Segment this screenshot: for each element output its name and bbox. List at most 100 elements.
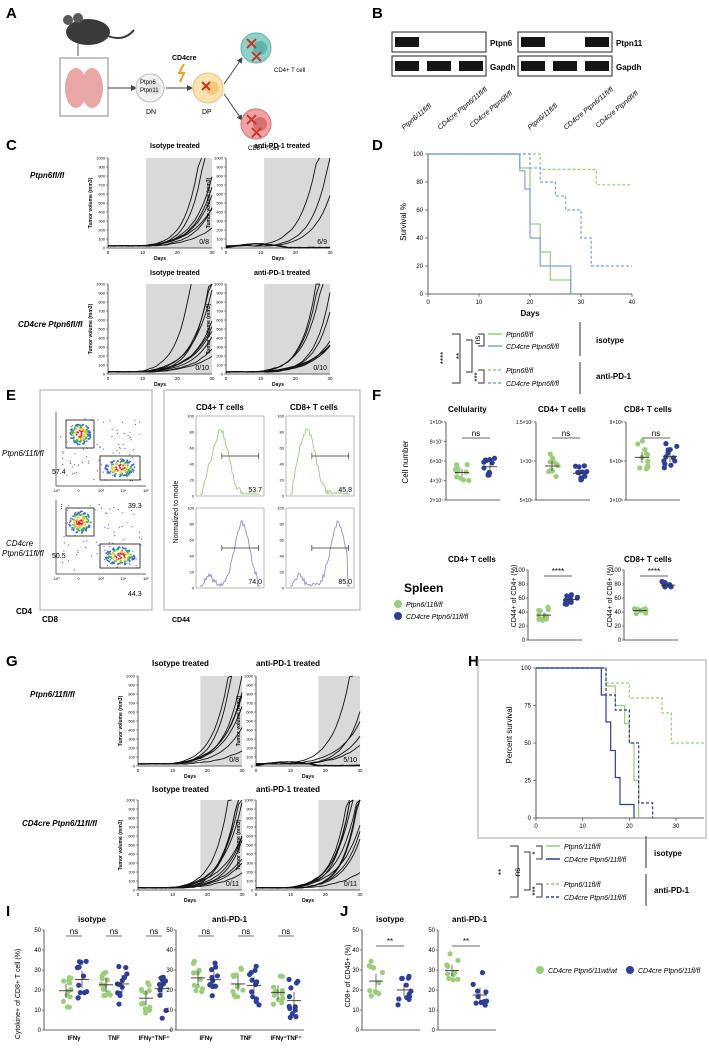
data-point [453, 462, 460, 468]
legend-d-item: Ptpn6fl/fl [506, 332, 534, 339]
event-dot [130, 553, 132, 556]
x-tick-label: 30 [357, 892, 363, 897]
event-dot [89, 436, 92, 439]
y-tick-label: 300 [246, 737, 253, 742]
data-point [406, 973, 412, 979]
event-dot [120, 459, 123, 462]
event-dot [81, 510, 83, 513]
event-dot [135, 564, 137, 567]
cd8-cell-label: CD8+ T cell [248, 146, 279, 152]
event-dot [118, 555, 121, 558]
event-dot [77, 551, 79, 554]
y-tick-label: 400 [246, 852, 253, 857]
event-dot [113, 468, 116, 471]
data-point [116, 963, 122, 970]
y-tick-label: 900 [216, 291, 223, 296]
event-dot [128, 460, 131, 463]
y-tick-label: 900 [216, 165, 223, 170]
x-category-label: TNF [108, 1036, 120, 1042]
event-dot [122, 463, 125, 466]
event-dot [119, 467, 122, 470]
x-tick-label: 0 [107, 376, 110, 381]
tumor-curve [255, 838, 361, 889]
x-tick-label: 20 [205, 892, 211, 897]
event-dot [72, 521, 75, 524]
y-tick-label: 300 [216, 345, 223, 350]
event-dot [72, 436, 75, 439]
event-dot [104, 526, 106, 528]
event-dot [62, 451, 64, 453]
x-tick-label: 0 [225, 376, 228, 381]
y-tick-label: 100 [521, 666, 532, 672]
hist-value: 85.0 [338, 579, 352, 586]
event-dot [75, 514, 78, 517]
event-dot [87, 525, 90, 528]
data-point [399, 975, 405, 982]
event-dot [122, 539, 124, 541]
event-dot [79, 514, 82, 517]
event-dot [112, 466, 115, 469]
western-blot: Ptpn6 Gapdh Ptpn11 Gapdh Ptpn6/11fl/fl C… [391, 31, 643, 132]
x-category-label: IFNγ⁺TNF⁺ [271, 1035, 302, 1042]
y-tick-label: 0 [192, 586, 195, 591]
legend-d-group: anti-PD-1 [596, 372, 632, 381]
dot-plots-j: 0 10 20 30 40 50 ** 0 10 20 30 40 50 ** [352, 928, 496, 1034]
data-point [83, 958, 89, 964]
event-dot [73, 512, 76, 515]
data-point [452, 969, 458, 975]
event-dot [140, 544, 142, 546]
event-dot [66, 441, 69, 443]
y-tick-label: 0 [432, 1028, 436, 1034]
y-tick-label: 0 [133, 764, 136, 769]
y-tick-label: 3×10⁶ [610, 498, 623, 504]
event-dot [98, 459, 100, 462]
y-tick-label: 800 [98, 300, 105, 305]
data-point [547, 459, 553, 465]
y-tick-label: 100 [216, 237, 223, 242]
event-dot [77, 437, 80, 439]
sig-label: ns [202, 927, 210, 936]
x-category-label: TNF [240, 1036, 252, 1042]
y-tick-label: 30 [352, 968, 359, 974]
event-dot [129, 436, 132, 438]
event-dot [118, 446, 120, 449]
data-point [481, 465, 487, 471]
event-dot [124, 464, 127, 467]
y-tick-label: 100 [413, 152, 424, 158]
data-point [578, 476, 585, 482]
data-point [84, 989, 90, 995]
data-point [212, 960, 218, 966]
event-dot [128, 549, 131, 552]
y-tick-label: 800 [98, 174, 105, 179]
legend-d-group: isotype [596, 336, 625, 345]
y-tick-label: 200 [246, 870, 253, 875]
event-dot [112, 553, 115, 556]
y-tick-label: 300 [98, 219, 105, 224]
event-dot [120, 471, 123, 474]
data-point [252, 967, 258, 974]
event-dot [80, 436, 82, 438]
y-tick-label: 60 [280, 538, 285, 543]
survival-d-xlabel: Days [520, 309, 540, 318]
title-c-anti-2: anti-PD-1 treated [254, 270, 310, 277]
data-point [489, 460, 495, 466]
event-dot [116, 469, 119, 472]
event-dot [96, 443, 98, 446]
data-point [564, 593, 570, 599]
event-dot [88, 460, 90, 462]
panel-label-f: F [372, 387, 381, 404]
gene2-label: Ptpn11 [140, 88, 159, 94]
y-tick-label: 300 [246, 861, 253, 866]
f-ylabel: Cell number [401, 440, 410, 483]
sig-h: ns [513, 868, 522, 876]
data-point [159, 1015, 165, 1021]
event-dot [135, 558, 137, 560]
x-axis-label: Days [154, 382, 166, 388]
mouse-icon [66, 19, 110, 45]
blot-lane-label: CD4cre Ptpn6/11fl/fl [563, 86, 615, 132]
event-dot [96, 470, 99, 472]
panel-label-h: H [468, 653, 479, 670]
event-dot [122, 443, 124, 446]
y-tick-label: 5×10⁶ [520, 498, 533, 504]
panel-label-e: E [6, 387, 16, 404]
